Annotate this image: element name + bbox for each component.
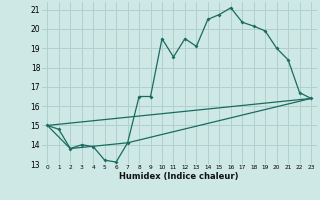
X-axis label: Humidex (Indice chaleur): Humidex (Indice chaleur) [119, 172, 239, 181]
